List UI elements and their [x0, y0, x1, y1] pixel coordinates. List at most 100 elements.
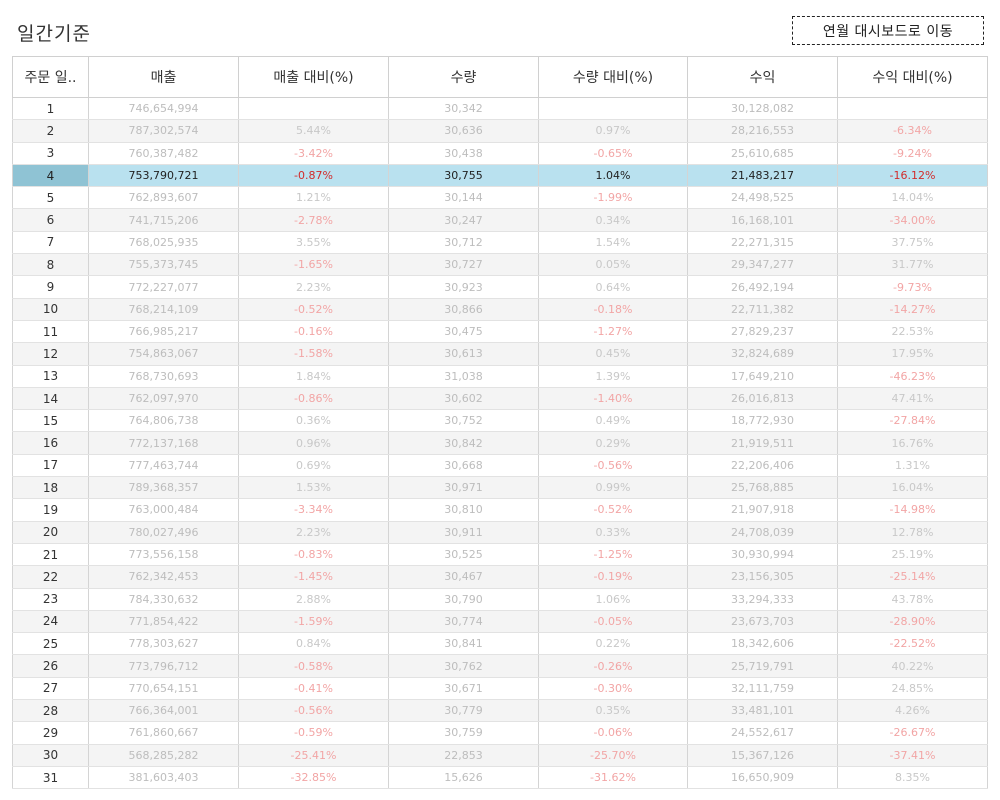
- profit-cell[interactable]: 22,271,315: [687, 231, 838, 255]
- quantity-change-cell[interactable]: -0.06%: [538, 721, 688, 745]
- day-cell[interactable]: 25: [12, 632, 89, 656]
- profit-change-cell[interactable]: -9.73%: [837, 275, 988, 299]
- profit-change-cell[interactable]: -25.14%: [837, 565, 988, 589]
- table-row[interactable]: 21 773,556,158 -0.83% 30,525 -1.25% 30,930,99…: [12, 543, 988, 567]
- profit-cell[interactable]: 21,483,217: [687, 164, 838, 188]
- table-row[interactable]: 17 777,463,744 0.69% 30,668 -0.56% 22,206,406…: [12, 454, 988, 478]
- profit-cell[interactable]: 24,708,039: [687, 521, 838, 544]
- sales-change-cell[interactable]: -0.86%: [238, 387, 389, 411]
- header-order-date[interactable]: 주문 일..: [12, 56, 89, 98]
- profit-change-cell[interactable]: 1.31%: [837, 454, 988, 478]
- quantity-change-cell[interactable]: 0.45%: [538, 342, 688, 366]
- quantity-cell[interactable]: 30,762: [388, 654, 539, 678]
- profit-cell[interactable]: 30,128,082: [687, 97, 838, 121]
- sales-cell[interactable]: 766,364,001: [88, 699, 239, 723]
- day-cell[interactable]: 10: [12, 298, 89, 321]
- header-quantity[interactable]: 수량: [388, 56, 539, 98]
- quantity-cell[interactable]: 30,790: [388, 588, 539, 611]
- quantity-cell[interactable]: 30,671: [388, 677, 539, 701]
- quantity-change-cell[interactable]: -0.65%: [538, 142, 688, 165]
- table-row[interactable]: 22 762,342,453 -1.45% 30,467 -0.19% 23,156,30…: [12, 565, 988, 589]
- sales-change-cell[interactable]: 3.55%: [238, 231, 389, 255]
- day-cell[interactable]: 24: [12, 610, 89, 634]
- table-row[interactable]: 7 768,025,935 3.55% 30,712 1.54% 22,271,315 37…: [12, 231, 988, 255]
- sales-change-cell[interactable]: 0.96%: [238, 431, 389, 455]
- quantity-cell[interactable]: 15,626: [388, 766, 539, 790]
- table-row[interactable]: 19 763,000,484 -3.34% 30,810 -0.52% 21,907,91…: [12, 498, 988, 522]
- day-cell[interactable]: 18: [12, 476, 89, 500]
- profit-cell[interactable]: 27,829,237: [687, 320, 838, 344]
- table-row[interactable]: 14 762,097,970 -0.86% 30,602 -1.40% 26,016,81…: [12, 387, 988, 411]
- profit-change-cell[interactable]: 16.04%: [837, 476, 988, 500]
- table-row[interactable]: 4 753,790,721 -0.87% 30,755 1.04% 21,483,217-…: [12, 164, 988, 188]
- sales-change-cell[interactable]: -0.52%: [238, 298, 389, 321]
- profit-cell[interactable]: 30,930,994: [687, 543, 838, 567]
- quantity-change-cell[interactable]: [538, 97, 688, 121]
- day-cell[interactable]: 5: [12, 186, 89, 210]
- quantity-cell[interactable]: 30,759: [388, 721, 539, 745]
- table-row[interactable]: 13 768,730,693 1.84% 31,038 1.39% 17,649,210-…: [12, 365, 988, 388]
- sales-cell[interactable]: 753,790,721: [88, 164, 239, 188]
- profit-cell[interactable]: 26,016,813: [687, 387, 838, 411]
- quantity-cell[interactable]: 30,923: [388, 275, 539, 299]
- sales-cell[interactable]: 762,893,607: [88, 186, 239, 210]
- table-row[interactable]: 30 568,285,282 -25.41% 22,853 -25.70% 15,367,…: [12, 744, 988, 767]
- table-row[interactable]: 2 787,302,574 5.44% 30,636 0.97% 28,216,553 -6…: [12, 119, 988, 143]
- profit-change-cell[interactable]: 16.76%: [837, 431, 988, 455]
- day-cell[interactable]: 1: [12, 97, 89, 121]
- profit-cell[interactable]: 16,650,909: [687, 766, 838, 790]
- quantity-change-cell[interactable]: 0.35%: [538, 699, 688, 723]
- quantity-cell[interactable]: 30,475: [388, 320, 539, 344]
- header-quantity-change[interactable]: 수량 대비(%): [538, 56, 688, 98]
- sales-cell[interactable]: 741,715,206: [88, 208, 239, 232]
- day-cell[interactable]: 3: [12, 142, 89, 165]
- quantity-cell[interactable]: 30,613: [388, 342, 539, 366]
- quantity-change-cell[interactable]: -0.52%: [538, 498, 688, 522]
- sales-cell[interactable]: 768,025,935: [88, 231, 239, 255]
- sales-cell[interactable]: 761,860,667: [88, 721, 239, 745]
- sales-change-cell[interactable]: 5.44%: [238, 119, 389, 143]
- quantity-change-cell[interactable]: -0.30%: [538, 677, 688, 701]
- profit-change-cell[interactable]: -6.34%: [837, 119, 988, 143]
- day-cell[interactable]: 31: [12, 766, 89, 790]
- sales-change-cell[interactable]: -3.42%: [238, 142, 389, 165]
- profit-change-cell[interactable]: -22.52%: [837, 632, 988, 656]
- sales-change-cell[interactable]: 2.88%: [238, 588, 389, 611]
- profit-change-cell[interactable]: -9.24%: [837, 142, 988, 165]
- day-cell[interactable]: 28: [12, 699, 89, 723]
- sales-change-cell[interactable]: -25.41%: [238, 744, 389, 767]
- quantity-change-cell[interactable]: 1.04%: [538, 164, 688, 188]
- quantity-cell[interactable]: 30,668: [388, 454, 539, 478]
- sales-cell[interactable]: 777,463,744: [88, 454, 239, 478]
- sales-change-cell[interactable]: -0.87%: [238, 164, 389, 188]
- quantity-change-cell[interactable]: 0.05%: [538, 253, 688, 277]
- sales-cell[interactable]: 773,556,158: [88, 543, 239, 567]
- profit-cell[interactable]: 33,481,101: [687, 699, 838, 723]
- profit-cell[interactable]: 21,919,511: [687, 431, 838, 455]
- sales-cell[interactable]: 772,227,077: [88, 275, 239, 299]
- sales-cell[interactable]: 766,985,217: [88, 320, 239, 344]
- sales-change-cell[interactable]: 0.84%: [238, 632, 389, 656]
- day-cell[interactable]: 7: [12, 231, 89, 255]
- profit-change-cell[interactable]: -14.98%: [837, 498, 988, 522]
- profit-cell[interactable]: 17,649,210: [687, 365, 838, 388]
- quantity-cell[interactable]: 30,602: [388, 387, 539, 411]
- profit-change-cell[interactable]: 40.22%: [837, 654, 988, 678]
- sales-change-cell[interactable]: -2.78%: [238, 208, 389, 232]
- sales-change-cell[interactable]: -0.59%: [238, 721, 389, 745]
- quantity-change-cell[interactable]: 0.64%: [538, 275, 688, 299]
- header-sales[interactable]: 매출: [88, 56, 239, 98]
- profit-cell[interactable]: 26,492,194: [687, 275, 838, 299]
- day-cell[interactable]: 9: [12, 275, 89, 299]
- day-cell[interactable]: 29: [12, 721, 89, 745]
- profit-cell[interactable]: 24,552,617: [687, 721, 838, 745]
- profit-change-cell[interactable]: 22.53%: [837, 320, 988, 344]
- sales-cell[interactable]: 768,730,693: [88, 365, 239, 388]
- quantity-cell[interactable]: 30,636: [388, 119, 539, 143]
- quantity-change-cell[interactable]: 0.29%: [538, 431, 688, 455]
- day-cell[interactable]: 27: [12, 677, 89, 701]
- day-cell[interactable]: 15: [12, 409, 89, 433]
- go-to-monthly-dashboard-button[interactable]: 연월 대시보드로 이동: [792, 16, 984, 45]
- profit-cell[interactable]: 25,719,791: [687, 654, 838, 678]
- sales-change-cell[interactable]: -0.83%: [238, 543, 389, 567]
